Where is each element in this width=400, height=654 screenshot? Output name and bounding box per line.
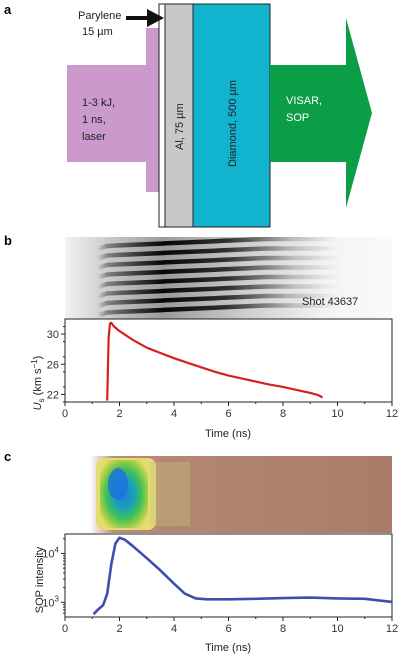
panel-b-xlabel: Time (ns) bbox=[205, 428, 251, 440]
x-tick-label: 2 bbox=[116, 623, 122, 635]
x-tick-label: 12 bbox=[386, 408, 398, 420]
x-tick-label: 2 bbox=[116, 408, 122, 420]
laser-label-line3: laser bbox=[82, 131, 106, 143]
sop-chart: 0 2 4 6 8 10 12 103 104 bbox=[42, 533, 398, 635]
visar-fringe bbox=[65, 265, 389, 279]
visar-streak-image: Shot 43637 bbox=[65, 237, 392, 319]
y-tick-label: 26 bbox=[47, 359, 59, 371]
visar-sop-arrow bbox=[270, 18, 372, 208]
plot-frame bbox=[64, 318, 393, 403]
visar-fringe bbox=[65, 274, 389, 289]
x-tick-label: 6 bbox=[225, 408, 231, 420]
y-tick-label: 103 bbox=[42, 594, 59, 609]
x-tick-label: 8 bbox=[280, 408, 286, 420]
parylene-layer bbox=[158, 3, 166, 228]
y-tick-label: 104 bbox=[42, 545, 59, 560]
al-label: Al, 75 µm bbox=[174, 103, 186, 150]
x-tick-label: 6 bbox=[225, 623, 231, 635]
x-tick-label: 12 bbox=[386, 623, 398, 635]
al-layer bbox=[164, 3, 194, 228]
data-series-line bbox=[106, 321, 324, 401]
us-chart: 0 2 4 6 8 10 12 22 26 30 bbox=[47, 318, 398, 420]
diag-label-line1: VISAR, bbox=[286, 95, 322, 107]
shot-label: Shot 43637 bbox=[302, 296, 358, 308]
y-tick-label: 30 bbox=[47, 329, 59, 341]
parylene-label: Parylene bbox=[78, 10, 121, 22]
x-tick-label: 10 bbox=[331, 623, 343, 635]
visar-fringe bbox=[65, 293, 389, 308]
diamond-layer bbox=[192, 3, 271, 228]
y-tick-label: 22 bbox=[47, 389, 59, 401]
visar-fringe bbox=[65, 284, 389, 298]
x-tick-label: 10 bbox=[331, 408, 343, 420]
x-tick-label: 4 bbox=[171, 408, 177, 420]
visar-fringe bbox=[65, 237, 389, 251]
parylene-pointer-arrow bbox=[126, 9, 164, 27]
panel-a-letter: a bbox=[4, 2, 12, 17]
diag-label-line2: SOP bbox=[286, 112, 309, 124]
visar-fringe bbox=[65, 246, 389, 260]
x-tick-label: 0 bbox=[62, 623, 68, 635]
parylene-thickness: 15 µm bbox=[82, 26, 113, 38]
diamond-label: Diamond, 500 µm bbox=[227, 80, 239, 167]
data-series-line bbox=[92, 536, 393, 616]
x-tick-label: 8 bbox=[280, 623, 286, 635]
laser-label-line2: 1 ns, bbox=[82, 114, 106, 126]
laser-label-line1: 1-3 kJ, bbox=[82, 97, 115, 109]
panel-c-ylabel: SOP intensity bbox=[34, 546, 46, 613]
panel-b-letter: b bbox=[4, 233, 12, 248]
x-tick-label: 4 bbox=[171, 623, 177, 635]
sop-streak-image bbox=[65, 454, 392, 534]
panel-c-xlabel: Time (ns) bbox=[205, 642, 251, 654]
visar-fringe bbox=[65, 303, 389, 317]
visar-fringe bbox=[65, 255, 389, 270]
panel-b-ylabel: Us (km s−1) bbox=[30, 356, 46, 411]
laser-arrow bbox=[67, 28, 160, 192]
panel-c-letter: c bbox=[4, 449, 11, 464]
x-tick-label: 0 bbox=[62, 408, 68, 420]
